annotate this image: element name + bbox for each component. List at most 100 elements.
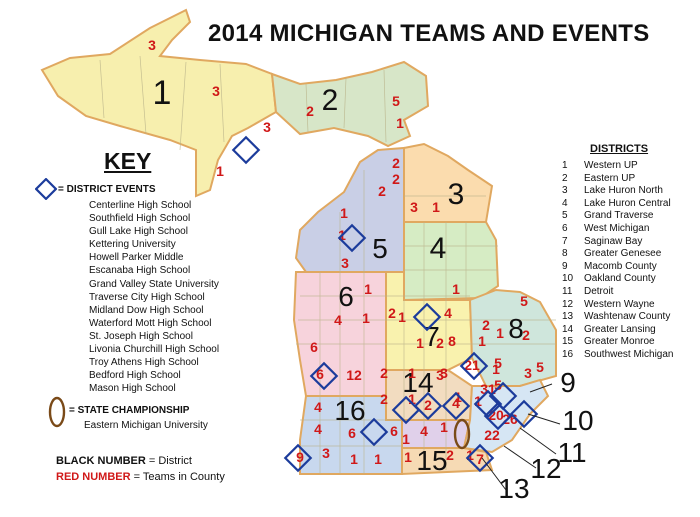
county-team-count: 1 — [364, 281, 372, 297]
district-event-marker — [309, 361, 339, 391]
red-number-prefix: RED NUMBER — [56, 471, 131, 483]
district-number-label: 12 — [530, 453, 561, 484]
district-number-label: 5 — [372, 233, 388, 264]
district-number-label: 8 — [508, 313, 524, 344]
district-row: 10 Oakland County — [562, 273, 674, 286]
district-name: Western UP — [584, 160, 638, 171]
county-team-count: 3 — [440, 365, 448, 381]
county-team-count: 3 — [410, 199, 418, 215]
state-championship-label: = STATE CHAMPIONSHIP — [69, 405, 190, 416]
event-site: Livonia Churchill High School — [89, 344, 220, 356]
county-team-count: 2 — [482, 317, 490, 333]
district-row: 4 Lake Huron Central — [562, 198, 674, 211]
lower-peninsula-district-4 — [403, 221, 500, 302]
event-site: Kettering University — [89, 239, 176, 251]
district-row: 3 Lake Huron North — [562, 185, 674, 198]
county-team-count: 21 — [464, 357, 480, 373]
event-site: Southfield High School — [89, 213, 191, 225]
district-name: Southwest Michigan — [584, 348, 674, 360]
metro-detroit-districts — [462, 378, 550, 454]
event-site: St. Joseph High School — [89, 330, 193, 342]
district-event-legend-icon — [35, 178, 57, 200]
event-site: Traverse City High School — [89, 291, 205, 303]
district-name: Washtenaw County — [584, 311, 671, 323]
district-row: 13 Washtenaw County — [562, 311, 674, 324]
county-team-count: 1 — [416, 335, 424, 351]
red-number-note: RED NUMBER = Teams in County — [56, 471, 225, 483]
state-championship-marker — [453, 418, 471, 450]
district-name: Greater Genesee — [584, 248, 662, 260]
county-team-count: 5 — [392, 93, 400, 109]
county-team-count: 6 — [348, 425, 356, 441]
county-team-count: 3 — [148, 37, 156, 53]
county-team-count: 2 — [446, 447, 454, 463]
district-number-label: 4 — [430, 232, 447, 265]
event-site-list: Centerline High School Southfield High S… — [89, 199, 219, 395]
county-team-count: 1 — [432, 199, 440, 215]
county-team-count: 2 — [522, 327, 530, 343]
district-event-marker — [412, 302, 442, 332]
district-number: 6 — [562, 222, 568, 234]
county-team-count: 3 — [322, 445, 330, 461]
county-team-count: 22 — [484, 427, 500, 443]
district-row: 14 Greater Lansing — [562, 324, 674, 337]
county-team-count: 5 — [494, 355, 502, 371]
county-team-count: 1 — [440, 419, 448, 435]
district-event-marker — [391, 395, 421, 425]
district-number-label: 6 — [338, 281, 354, 312]
county-team-count: 8 — [448, 333, 456, 349]
district-row: 8 Greater Genesee — [562, 248, 674, 261]
county-team-count: 1 — [404, 449, 412, 465]
district-number: 5 — [562, 210, 568, 222]
district-row: 9 Macomb County — [562, 261, 674, 274]
district-event-marker — [337, 223, 367, 253]
county-team-count: 2 — [392, 171, 400, 187]
leader-line — [529, 383, 553, 393]
page-title: 2014 MICHIGAN TEAMS AND EVENTS — [208, 20, 650, 47]
district-number: 1 — [562, 160, 568, 171]
leader-line — [519, 427, 557, 455]
district-name: Lake Huron Central — [584, 197, 671, 209]
district-name: Greater Lansing — [584, 323, 656, 335]
county-team-count: 1 — [340, 205, 348, 221]
event-site: Escanaba High School — [89, 265, 191, 277]
county-team-count: 1 — [452, 281, 460, 297]
county-team-count: 4 — [452, 395, 460, 411]
county-team-count: 3 — [436, 367, 444, 383]
district-number-label: 2 — [322, 84, 339, 117]
event-site: Gull Lake High School — [89, 226, 188, 238]
district-number: 12 — [562, 298, 574, 310]
county-lines — [99, 55, 556, 474]
district-event-marker — [509, 399, 539, 429]
county-team-count: 3 — [341, 255, 349, 271]
district-event-marker — [488, 381, 518, 411]
county-team-count: 3 — [263, 119, 271, 135]
county-team-count: 1 — [362, 310, 370, 326]
lower-peninsula-district-13 — [401, 419, 472, 449]
red-number-suffix: = Teams in County — [130, 471, 225, 483]
event-site: Waterford Mott High School — [89, 317, 212, 329]
state-championship-legend-icon — [48, 396, 66, 428]
county-team-count: 2 — [378, 183, 386, 199]
districts-list: 1 Western UP 2 Eastern UP 3 Lake Huron North 4… — [562, 160, 674, 362]
district-events-label: = DISTRICT EVENTS — [58, 184, 156, 195]
county-team-count: 2 — [392, 155, 400, 171]
county-team-count: 1 — [402, 431, 410, 447]
district-number: 13 — [562, 311, 574, 323]
county-team-count: 5 — [494, 377, 502, 393]
county-team-count: 1 — [496, 325, 504, 341]
district-row: 2 Eastern UP — [562, 173, 674, 186]
district-row: 6 West Michigan — [562, 223, 674, 236]
district-name: Western Wayne — [584, 298, 655, 310]
black-number-suffix: = District — [145, 455, 192, 467]
district-event-marker — [413, 391, 443, 421]
county-team-count: 5 — [520, 293, 528, 309]
district-event-marker — [483, 401, 513, 431]
county-team-count: 7 — [476, 451, 484, 467]
event-site: Midland Dow High School — [89, 304, 204, 316]
county-team-count: 20 — [488, 407, 504, 423]
district-name: Oakland County — [584, 273, 656, 285]
district-number: 3 — [562, 185, 568, 197]
county-team-count: 1 — [408, 365, 416, 381]
